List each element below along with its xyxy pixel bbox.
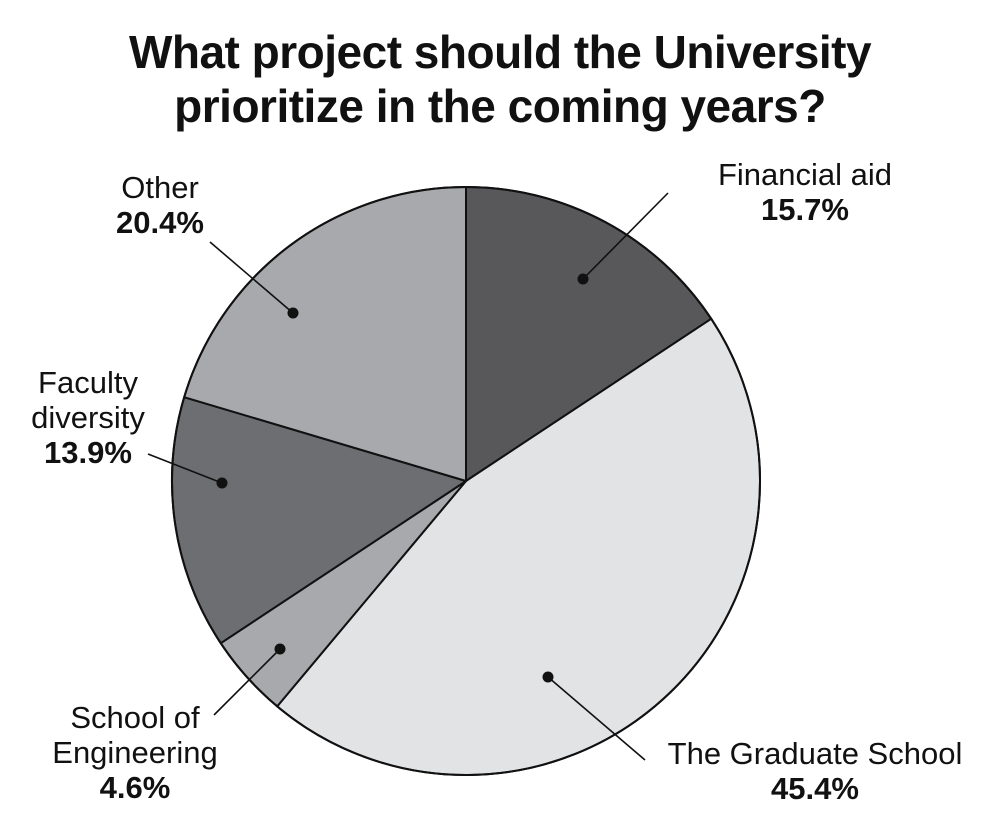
slice-label-the-graduate-school: The Graduate School (668, 736, 963, 771)
pie-outline (171, 186, 761, 776)
leader-dot-financial-aid (577, 273, 589, 285)
leader-line-financial-aid (582, 192, 669, 280)
slice-value-the-graduate-school: 45.4% (771, 771, 859, 806)
slice-label-faculty-diversity-line-2: diversity (31, 400, 145, 435)
leader-line-the-graduate-school (547, 676, 646, 761)
chart-title-line-1: What project should the University (128, 26, 872, 78)
leader-dot-school-of-engineering (274, 643, 286, 655)
slice-label-school-of-engineering-line-2: Engineering (52, 735, 217, 770)
slice-value-faculty-diversity: 13.9% (44, 435, 132, 470)
leader-dot-faculty-diversity (216, 477, 228, 489)
slice-label-school-of-engineering-line-1: School of (70, 700, 200, 735)
slice-label-other: Other (121, 170, 199, 205)
leader-line-school-of-engineering (213, 648, 281, 716)
leader-line-other (209, 241, 294, 314)
leader-line-faculty-diversity (147, 453, 223, 484)
slice-value-school-of-engineering: 4.6% (100, 770, 171, 805)
slice-label-faculty-diversity-line-1: Faculty (38, 365, 138, 400)
leader-dot-other (287, 307, 299, 319)
slice-value-other: 20.4% (116, 205, 204, 240)
slice-value-financial-aid: 15.7% (761, 192, 849, 227)
chart-title-line-2: prioritize in the coming years? (174, 80, 826, 132)
pie-slices (170, 186, 761, 776)
leader-dot-the-graduate-school (542, 671, 554, 683)
slice-label-financial-aid: Financial aid (718, 157, 892, 192)
